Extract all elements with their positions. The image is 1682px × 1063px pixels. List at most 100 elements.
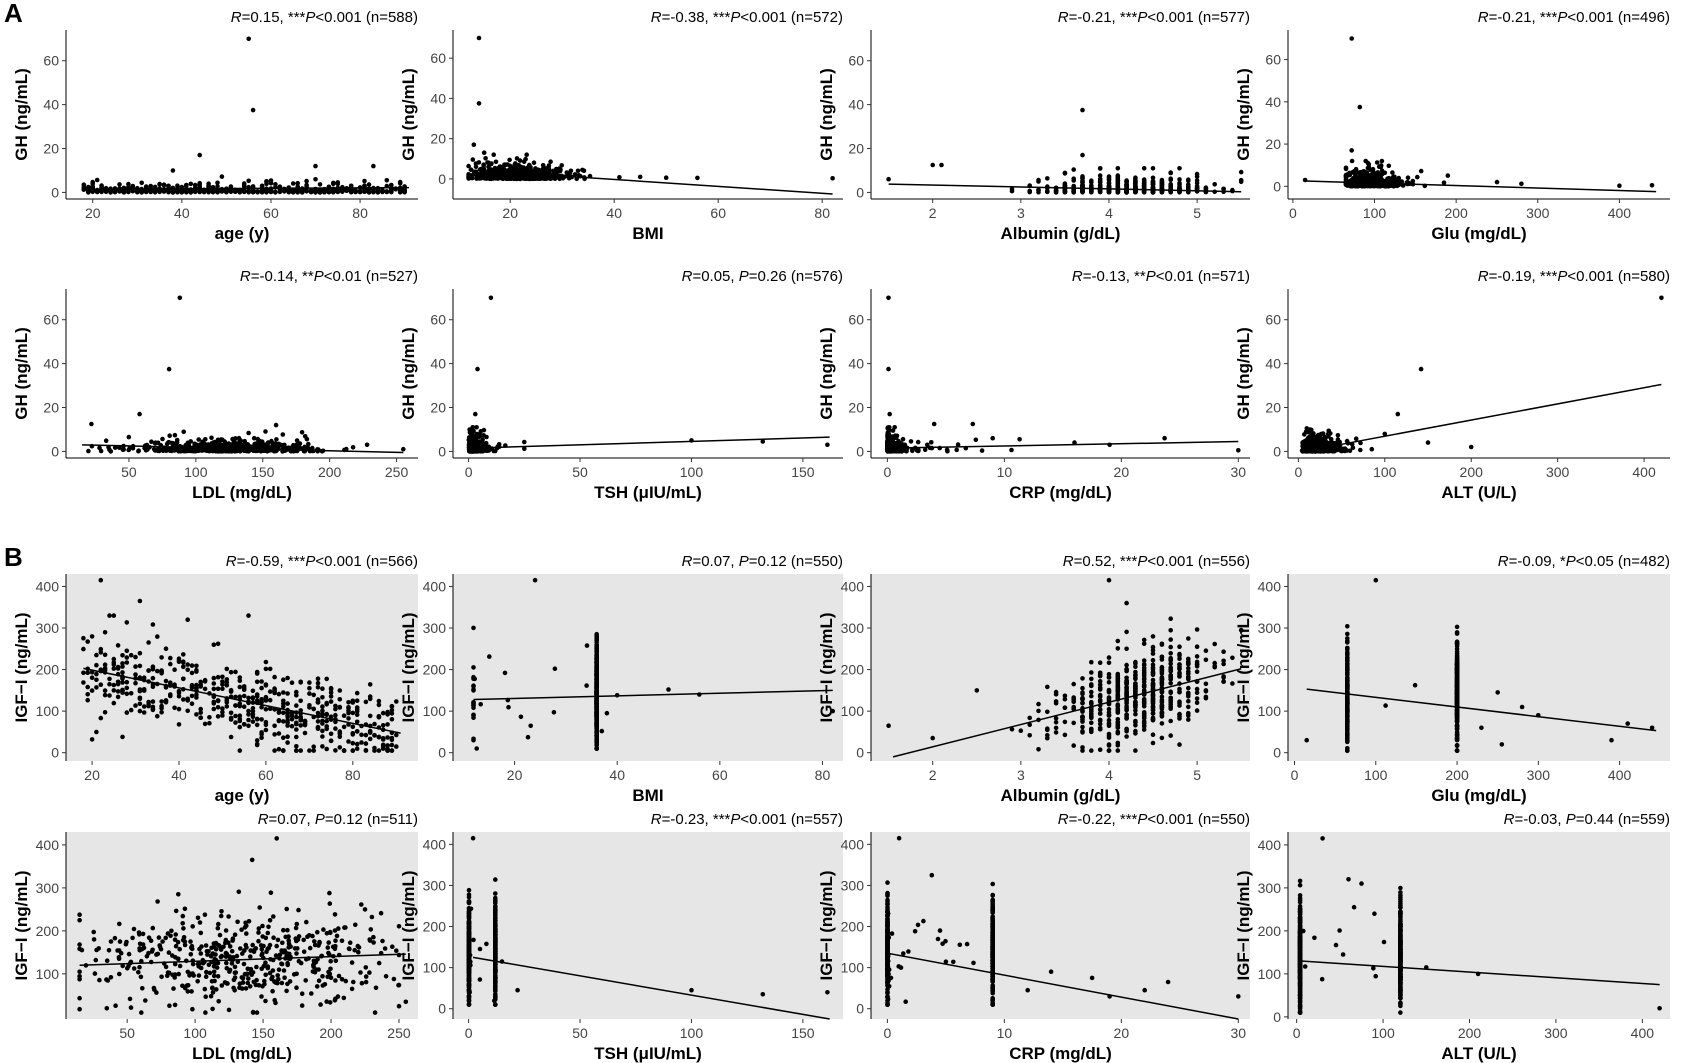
data-point xyxy=(304,178,309,184)
data-point xyxy=(202,686,208,692)
data-point xyxy=(486,447,492,453)
data-point xyxy=(120,680,125,685)
x-tick-label: 0 xyxy=(465,464,473,480)
data-point xyxy=(380,723,386,728)
data-point xyxy=(320,704,325,709)
data-point xyxy=(1080,189,1085,195)
data-point xyxy=(1364,174,1369,180)
stat-annotation: R=-0.59, ***P<0.001 (n=566) xyxy=(226,553,418,570)
data-point xyxy=(1124,182,1129,188)
data-point xyxy=(246,178,251,184)
data-point xyxy=(137,650,143,656)
data-point xyxy=(1150,175,1156,181)
data-point xyxy=(1310,443,1316,449)
data-point xyxy=(473,164,479,170)
data-point xyxy=(320,728,325,734)
data-point xyxy=(514,173,519,178)
data-point xyxy=(525,165,530,170)
y-tick-label: 60 xyxy=(1265,52,1281,68)
data-point xyxy=(211,642,217,647)
data-point xyxy=(509,176,514,181)
data-point xyxy=(120,670,125,675)
data-point xyxy=(233,669,238,675)
y-tick-label: 0 xyxy=(856,184,864,200)
y-tick-label: 40 xyxy=(43,356,59,372)
y-axis-label: GH (ng/mL) xyxy=(12,327,31,420)
data-point xyxy=(1071,167,1076,172)
regression-line xyxy=(1332,383,1662,447)
data-point xyxy=(280,432,286,437)
data-point xyxy=(1363,158,1368,164)
data-point xyxy=(350,445,356,450)
x-tick-label: 400 xyxy=(1608,205,1632,221)
data-point xyxy=(237,449,243,454)
data-point xyxy=(133,703,138,708)
data-point xyxy=(294,438,300,443)
data-point xyxy=(228,184,234,189)
data-point xyxy=(1168,170,1173,175)
data-point xyxy=(1238,169,1244,175)
x-tick-label: 20 xyxy=(84,767,100,783)
panel-label-a: A xyxy=(4,0,23,28)
data-point xyxy=(476,101,482,106)
data-point xyxy=(1212,182,1217,187)
data-point xyxy=(1353,175,1358,181)
data-point xyxy=(215,184,220,189)
data-point xyxy=(1335,433,1341,438)
stat-annotation: R=0.05, P=0.26 (n=576) xyxy=(682,268,843,285)
data-point xyxy=(150,675,156,681)
data-point xyxy=(483,156,488,161)
x-tick-label: 100 xyxy=(680,464,704,480)
data-point xyxy=(306,441,311,447)
data-point xyxy=(219,174,225,179)
data-point xyxy=(1080,180,1085,185)
data-point xyxy=(219,189,225,194)
x-tick-label: 80 xyxy=(814,205,830,221)
data-point xyxy=(117,445,122,451)
data-point xyxy=(887,434,893,440)
data-point xyxy=(474,448,479,454)
data-point xyxy=(278,442,284,448)
data-point xyxy=(94,729,99,735)
data-point xyxy=(1369,178,1375,183)
y-axis-label: GH (ng/mL) xyxy=(817,327,836,420)
x-tick-label: 60 xyxy=(263,205,279,221)
data-point xyxy=(367,736,373,742)
data-point xyxy=(331,181,336,186)
data-point xyxy=(473,433,479,438)
data-point xyxy=(120,661,125,666)
y-axis-label: GH (ng/mL) xyxy=(817,68,836,161)
data-point xyxy=(1349,182,1354,188)
data-point xyxy=(1236,448,1241,453)
data-point xyxy=(1062,183,1068,188)
data-point xyxy=(94,671,99,677)
x-tick-label: 40 xyxy=(606,205,622,221)
data-point xyxy=(1318,441,1323,447)
data-point xyxy=(1659,295,1664,301)
data-point xyxy=(1415,174,1420,180)
data-point xyxy=(466,172,471,177)
data-point xyxy=(522,439,527,445)
data-point xyxy=(1395,411,1401,417)
y-tick-label: 100 xyxy=(36,703,60,719)
x-axis-label: CRP (mg/dL) xyxy=(1009,483,1112,502)
data-point xyxy=(196,437,201,442)
data-point xyxy=(94,677,99,683)
data-points xyxy=(81,577,399,753)
data-points xyxy=(86,295,406,454)
data-point xyxy=(389,182,394,188)
y-tick-label: 0 xyxy=(856,443,864,459)
data-point xyxy=(81,670,86,676)
data-point xyxy=(197,185,202,191)
data-point xyxy=(492,165,498,171)
data-point xyxy=(81,635,86,641)
data-point xyxy=(215,180,220,186)
x-axis-label: TSH (μIU/mL) xyxy=(594,483,702,502)
data-point xyxy=(1379,158,1385,164)
x-axis-label: LDL (mg/dL) xyxy=(192,483,292,502)
data-point xyxy=(477,448,483,453)
data-point xyxy=(979,448,985,453)
data-point xyxy=(1150,180,1156,185)
